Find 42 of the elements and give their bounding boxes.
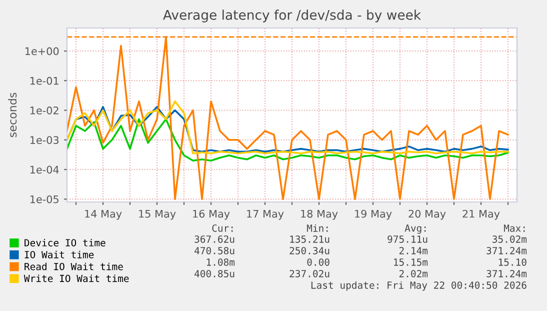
y-tick-label: 1e-04 xyxy=(30,166,59,174)
x-tick-label: 20 May xyxy=(408,210,446,220)
x-tick-label: 19 May xyxy=(355,210,392,220)
text: 250.34u xyxy=(290,246,330,254)
y-tick-label: 1e+00 xyxy=(25,47,59,56)
text: 367.62u xyxy=(194,235,234,243)
text: 237.02u xyxy=(290,270,330,278)
text: Cur: xyxy=(212,224,233,232)
y-axis-title: seconds xyxy=(8,92,17,138)
legend-label: Write IO Wait time xyxy=(24,274,129,282)
text: 2.14m xyxy=(399,246,428,254)
text: 400.85u xyxy=(194,270,234,278)
y-tick-label: 1e-02 xyxy=(30,106,58,114)
text: 135.21u xyxy=(290,235,330,243)
text: 0.00 xyxy=(307,258,330,266)
chart-title: Average latency for /dev/sda - by week xyxy=(163,10,422,22)
text: Min: xyxy=(306,224,328,232)
y-tick-label: 1e-03 xyxy=(30,136,59,144)
text: Last update: Fri May 22 00:40:50 2026 xyxy=(311,281,526,291)
text: 470.58u xyxy=(194,246,234,254)
text: 371.24m xyxy=(486,246,527,254)
x-tick-label: 18 May xyxy=(301,210,338,220)
text: 35.02m xyxy=(492,235,527,243)
x-tick-label: 14 May xyxy=(85,210,122,220)
x-tick-label: 17 May xyxy=(247,210,284,220)
legend-label: IO Wait time xyxy=(24,250,94,258)
y-tick-label: 1e-05 xyxy=(30,195,58,204)
text: 975.11u xyxy=(388,235,428,243)
text: 2.02m xyxy=(399,270,428,278)
legend-label: Read IO Wait time xyxy=(24,262,123,270)
text: Max: xyxy=(504,224,525,232)
text: 1.08m xyxy=(206,258,235,266)
y-tick-label: 1e-01 xyxy=(30,76,58,85)
x-tick-label: 21 May xyxy=(462,210,500,220)
line-series xyxy=(67,118,509,162)
text: 15.10 xyxy=(498,258,526,266)
text: Avg: xyxy=(404,224,426,234)
x-tick-label: 16 May xyxy=(193,210,230,220)
text: 15.15m xyxy=(394,258,428,266)
text: 371.24m xyxy=(486,270,527,278)
x-tick-label: 15 May xyxy=(139,210,176,220)
legend-label: Device IO time xyxy=(24,238,106,246)
